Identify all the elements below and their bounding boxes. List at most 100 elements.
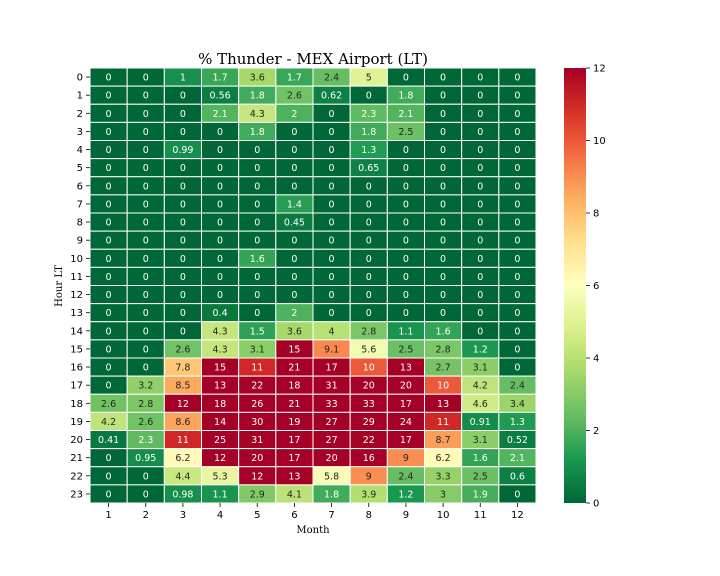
cell-value-label: 22 [251, 381, 263, 392]
cell-value-label: 0 [477, 326, 483, 337]
cell-value-label: 17 [288, 453, 300, 464]
y-tick-label: 9 [77, 236, 83, 247]
cell-value-label: 0 [366, 308, 372, 319]
cell-value-label: 0 [514, 73, 520, 84]
cell-value-label: 0 [254, 218, 260, 229]
cell-value-label: 0 [329, 145, 335, 156]
cell-value-label: 0.62 [321, 91, 342, 102]
cell-value-label: 29 [363, 417, 375, 428]
cell-value-label: 30 [251, 417, 263, 428]
cell-value-label: 1.1 [213, 489, 228, 500]
cell-value-label: 0 [106, 363, 112, 374]
cell-value-label: 9 [366, 471, 372, 482]
x-axis-ticks: 1 2 3 4 5 6 7 8 9 10 11 12 [105, 503, 524, 521]
cell-value-label: 0 [477, 181, 483, 192]
cell-value-label: 13 [288, 471, 300, 482]
y-tick-label: 6 [77, 181, 83, 192]
cell-value-label: 3.1 [473, 363, 488, 374]
cell-value-label: 33 [326, 399, 338, 410]
cell-value-label: 0.45 [284, 218, 305, 229]
cell-value-label: 1.1 [398, 326, 413, 337]
cell-value-label: 1.6 [473, 453, 488, 464]
cell-value-label: 0 [143, 218, 149, 229]
cell-value-label: 1.8 [250, 127, 265, 138]
cell-value-label: 13 [214, 381, 226, 392]
cell-value-label: 3.4 [510, 399, 525, 410]
cell-value-label: 0.91 [470, 417, 491, 428]
cell-value-label: 0 [366, 272, 372, 283]
cell-value-label: 2.3 [361, 109, 376, 120]
cell-value-label: 0 [143, 199, 149, 210]
cell-value-label: 17 [400, 399, 412, 410]
cell-value-label: 0 [180, 91, 186, 102]
cell-value-label: 0 [291, 290, 297, 301]
cell-value-label: 1.6 [436, 326, 451, 337]
cell-value-label: 0 [403, 218, 409, 229]
x-tick-label: 11 [474, 510, 487, 521]
y-tick-label: 22 [70, 471, 83, 482]
cell-value-label: 26 [251, 399, 263, 410]
cell-value-label: 0 [514, 326, 520, 337]
y-tick-label: 15 [70, 344, 83, 355]
cell-value-label: 20 [326, 453, 338, 464]
cell-value-label: 0 [403, 308, 409, 319]
cell-value-label: 4.3 [213, 326, 228, 337]
cell-value-label: 0 [180, 199, 186, 210]
cell-value-label: 13 [400, 363, 412, 374]
cell-value-label: 0 [143, 326, 149, 337]
cell-value-label: 0 [143, 489, 149, 500]
cell-value-label: 0 [106, 218, 112, 229]
cell-value-label: 0 [180, 109, 186, 120]
cell-value-label: 0 [143, 363, 149, 374]
cell-value-label: 6.2 [436, 453, 451, 464]
cell-value-label: 9 [403, 453, 409, 464]
cell-value-label: 0 [106, 308, 112, 319]
cell-value-label: 12 [214, 453, 226, 464]
cell-value-label: 2 [291, 109, 297, 120]
cell-value-label: 5.8 [324, 471, 339, 482]
cell-value-label: 0 [366, 290, 372, 301]
cell-value-label: 0.98 [172, 489, 193, 500]
cell-value-label: 0 [106, 453, 112, 464]
y-tick-label: 20 [70, 435, 83, 446]
cell-value-label: 0 [514, 290, 520, 301]
x-tick-label: 3 [180, 510, 186, 521]
cell-value-label: 0 [180, 236, 186, 247]
cell-value-label: 0 [477, 308, 483, 319]
cell-value-label: 20 [251, 453, 263, 464]
cell-value-label: 0 [106, 127, 112, 138]
cell-value-label: 27 [326, 435, 338, 446]
cell-value-label: 0 [329, 109, 335, 120]
y-tick-label: 3 [77, 127, 83, 138]
cell-value-label: 0 [291, 254, 297, 265]
cell-value-label: 3.3 [436, 471, 451, 482]
cell-value-label: 2.8 [361, 326, 376, 337]
cell-value-label: 2.1 [510, 453, 525, 464]
cell-value-label: 0 [106, 236, 112, 247]
cell-value-label: 0 [477, 290, 483, 301]
cell-value-label: 0 [217, 199, 223, 210]
cell-value-label: 12 [177, 399, 189, 410]
cell-value-label: 4.4 [175, 471, 190, 482]
cell-value-label: 4 [329, 326, 335, 337]
cell-value-label: 0 [477, 272, 483, 283]
cell-value-label: 21 [288, 363, 300, 374]
cell-value-label: 1.7 [213, 73, 228, 84]
cell-value-label: 2.9 [250, 489, 265, 500]
cell-value-label: 0 [440, 181, 446, 192]
cell-value-label: 0 [403, 199, 409, 210]
cell-value-label: 0 [254, 308, 260, 319]
cell-value-label: 2.6 [287, 91, 302, 102]
colorbar-tick-label: 12 [593, 64, 606, 75]
cell-value-label: 0 [514, 91, 520, 102]
cell-value-label: 0 [440, 145, 446, 156]
cell-value-label: 0 [254, 163, 260, 174]
cell-value-label: 0 [477, 218, 483, 229]
cell-value-label: 0 [143, 344, 149, 355]
cell-value-label: 0 [217, 218, 223, 229]
cell-value-label: 0 [440, 91, 446, 102]
cell-value-label: 0 [143, 272, 149, 283]
cell-value-label: 0 [440, 199, 446, 210]
